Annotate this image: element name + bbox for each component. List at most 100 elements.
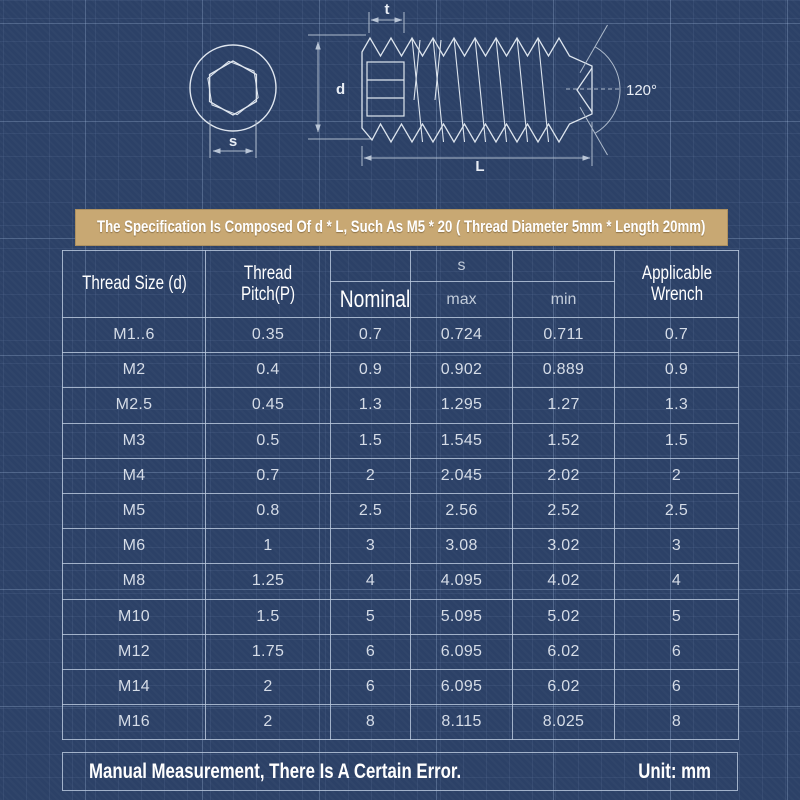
cup-angle-label: 120° xyxy=(626,82,657,99)
hex-socket-side xyxy=(366,61,405,117)
table-cell: M8 xyxy=(62,563,206,600)
table-cell: 4 xyxy=(614,563,739,600)
cup-angle-construction xyxy=(566,24,622,156)
table-cell: 0.724 xyxy=(410,316,513,354)
table-cell: 4 xyxy=(330,563,411,600)
table-cell: 6 xyxy=(330,668,411,706)
table-cell: 0.7 xyxy=(330,316,411,354)
table-row: M1..6 0.35 0.7 0.724 0.711 0.7 xyxy=(62,316,739,354)
table-cell: 2 xyxy=(614,457,739,494)
table-cell: 8.025 xyxy=(512,704,615,741)
screw-outline xyxy=(361,36,593,144)
table-cell: 3.08 xyxy=(410,528,513,565)
table-cell: 2 xyxy=(205,668,331,706)
col-header-nominal: Nominal xyxy=(330,281,411,318)
table-cell: 6 xyxy=(614,633,739,670)
footer-note-bar: Manual Measurement, There Is A Certain E… xyxy=(62,752,738,791)
table-cell: M4 xyxy=(62,457,206,494)
table-cell: 1.5 xyxy=(614,422,739,459)
header-row-2: Nominal max min xyxy=(63,281,739,318)
set-screw-technical-drawing: s d t xyxy=(189,1,657,175)
table-cell: M5 xyxy=(62,492,206,530)
table-cell: 1 xyxy=(205,528,331,565)
table-row: M16 2 8 8.115 8.025 8 xyxy=(62,704,739,741)
table-cell: 2 xyxy=(205,704,331,741)
table-cell: 4.095 xyxy=(410,563,513,600)
col-header-s-group: s xyxy=(410,250,513,282)
table-cell: 1.3 xyxy=(330,387,411,424)
table-cell: 1.25 xyxy=(205,563,331,600)
cup-point-notch xyxy=(576,67,593,113)
table-cell: 0.4 xyxy=(205,352,331,389)
table-cell: M12 xyxy=(62,633,206,670)
table-row: M10 1.5 5 5.095 5.02 5 xyxy=(62,598,739,635)
screw-outline-circle xyxy=(189,44,277,132)
thread-helix-lines xyxy=(411,37,550,143)
spec-banner-text: The Specification Is Composed Of d * L, … xyxy=(97,218,706,236)
table-cell: 6.095 xyxy=(410,633,513,670)
side-view-drawing xyxy=(361,36,593,144)
table-cell: 2.045 xyxy=(410,457,513,494)
table-cell: M14 xyxy=(62,668,206,706)
table-cell: 2 xyxy=(330,457,411,494)
table-cell: 0.7 xyxy=(205,457,331,494)
col-header-max: max xyxy=(410,281,513,318)
table-cell: 1.545 xyxy=(410,422,513,459)
col-header-empty-nominal-top xyxy=(330,250,411,282)
table-cell: 8 xyxy=(330,704,411,741)
table-cell: 0.711 xyxy=(512,316,615,354)
table-cell: 6.095 xyxy=(410,668,513,706)
table-cell: M10 xyxy=(62,598,206,635)
footer-note: Manual Measurement, There Is A Certain E… xyxy=(89,759,462,783)
table-cell: 3 xyxy=(330,528,411,565)
table-cell: 1.5 xyxy=(205,598,331,635)
table-cell: M3 xyxy=(62,422,206,459)
col-header-thread-size: Thread Size (d) xyxy=(62,250,206,318)
table-row: M14 2 6 6.095 6.02 6 xyxy=(62,668,739,706)
table-row: M3 0.5 1.5 1.545 1.52 1.5 xyxy=(62,422,739,459)
table-cell: 0.45 xyxy=(205,387,331,424)
dimension-s-label: s xyxy=(229,133,237,150)
table-cell: 3.02 xyxy=(512,528,615,565)
table-row: M12 1.75 6 6.095 6.02 6 xyxy=(62,633,739,670)
table-row: M5 0.8 2.5 2.56 2.52 2.5 xyxy=(62,492,739,530)
table-cell: 0.7 xyxy=(614,316,739,354)
table-cell: 3 xyxy=(614,528,739,565)
table-cell: 2.52 xyxy=(512,492,615,530)
table-cell: 0.5 xyxy=(205,422,331,459)
table-cell: 0.902 xyxy=(410,352,513,389)
dimension-t-label: t xyxy=(385,1,390,18)
dimension-L xyxy=(361,122,593,166)
table-cell: M2.5 xyxy=(62,387,206,424)
table-cell: 2.56 xyxy=(410,492,513,530)
table-cell: 4.02 xyxy=(512,563,615,600)
dimension-t xyxy=(368,12,405,33)
dimension-d xyxy=(308,34,372,140)
spec-banner: The Specification Is Composed Of d * L, … xyxy=(75,209,728,246)
table-row: M6 1 3 3.08 3.02 3 xyxy=(62,528,739,565)
col-header-min: min xyxy=(512,281,615,318)
dimension-L-label: L xyxy=(475,158,484,175)
col-header-thread-pitch: Thread Pitch(P) xyxy=(205,250,331,318)
table-cell: 1.3 xyxy=(614,387,739,424)
hex-socket-inner-edge xyxy=(207,60,259,116)
table-cell: 6 xyxy=(330,633,411,670)
table-cell: M1..6 xyxy=(62,316,206,354)
table-cell: 5 xyxy=(330,598,411,635)
table-row: M2.5 0.45 1.3 1.295 1.27 1.3 xyxy=(62,387,739,424)
table-cell: M16 xyxy=(62,704,206,741)
spec-table: Thread Size (d) Thread Pitch(P) s Applic… xyxy=(62,250,739,741)
table-cell: 2.5 xyxy=(330,492,411,530)
spec-table-body: M1..6 0.35 0.7 0.724 0.711 0.7 M2 0.4 0.9 0.902 0.… xyxy=(62,316,739,741)
hex-socket-outline xyxy=(208,60,258,116)
table-cell: 1.295 xyxy=(410,387,513,424)
table-cell: 0.9 xyxy=(330,352,411,389)
dimension-s xyxy=(209,120,257,158)
table-cell: 8.115 xyxy=(410,704,513,741)
table-cell: 0.889 xyxy=(512,352,615,389)
table-cell: 0.8 xyxy=(205,492,331,530)
table-cell: 8 xyxy=(614,704,739,741)
table-cell: 1.5 xyxy=(330,422,411,459)
spec-table-container: Thread Size (d) Thread Pitch(P) s Applic… xyxy=(62,250,739,741)
table-cell: 1.75 xyxy=(205,633,331,670)
